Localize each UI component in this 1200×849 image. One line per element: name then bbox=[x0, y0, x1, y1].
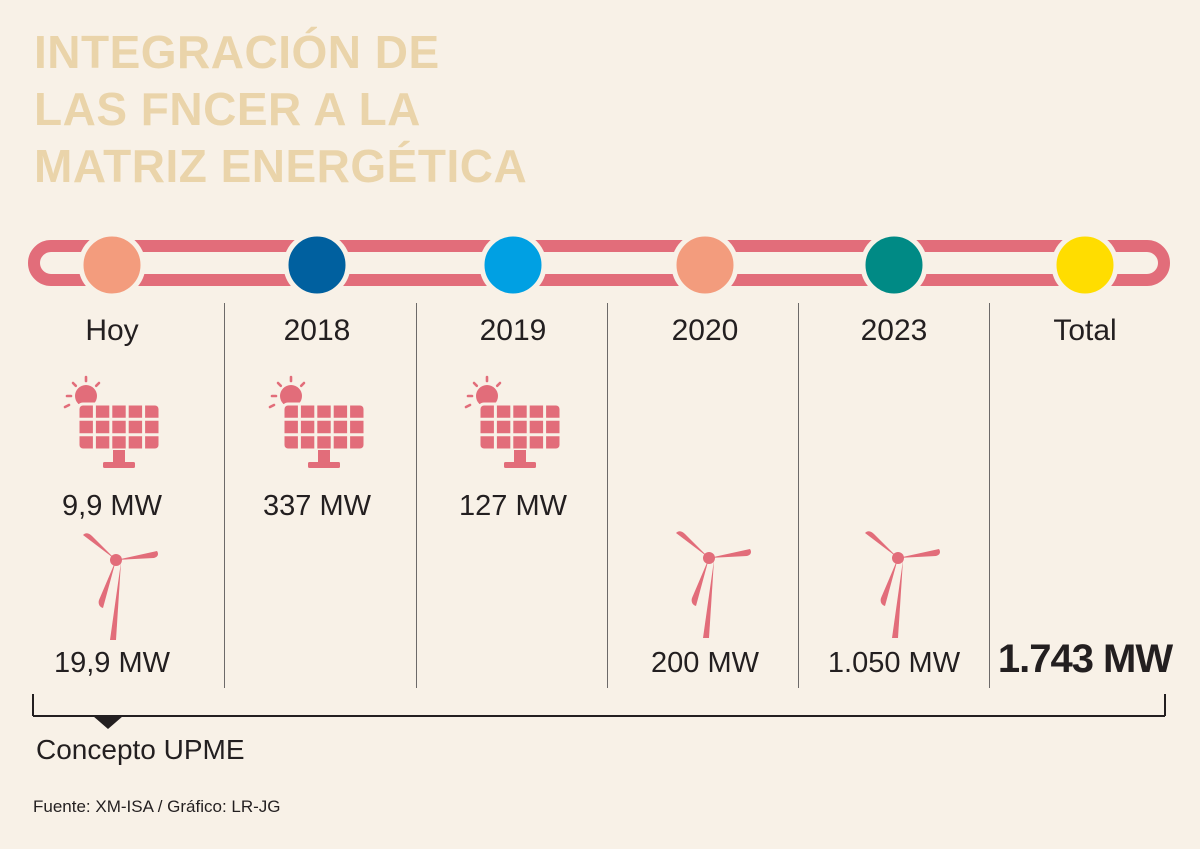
wind-turbine-icon bbox=[676, 531, 751, 638]
column-label-2023: 2023 bbox=[860, 314, 928, 347]
source-note: Fuente: XM-ISA / Gráfico: LR-JG bbox=[33, 797, 281, 816]
timeline-dot-2019 bbox=[479, 231, 547, 299]
timeline-track bbox=[28, 240, 1170, 286]
column-label-2020: 2020 bbox=[671, 314, 739, 347]
column-label-hoy: Hoy bbox=[85, 314, 139, 347]
solar-value-2018: 337 MW bbox=[263, 490, 371, 522]
wind-turbine-icon bbox=[83, 533, 158, 640]
column-label-2019: 2019 bbox=[479, 314, 547, 347]
wind-turbine-icon bbox=[865, 531, 940, 638]
timeline-dot-2020 bbox=[671, 231, 739, 299]
timeline-dot-total bbox=[1051, 231, 1119, 299]
concept-bracket bbox=[32, 694, 1166, 717]
total-value: 1.743 MW bbox=[997, 637, 1173, 681]
timeline-dot-hoy bbox=[78, 231, 146, 299]
column-divider bbox=[224, 303, 225, 688]
column-divider bbox=[798, 303, 799, 688]
solar-panel-icon bbox=[464, 375, 563, 470]
concept-pointer bbox=[93, 716, 123, 729]
column-label-2018: 2018 bbox=[283, 314, 351, 347]
solar-value-2019: 127 MW bbox=[459, 490, 567, 522]
wind-value-2023: 1.050 MW bbox=[827, 647, 961, 679]
timeline-dot-2018 bbox=[283, 231, 351, 299]
column-divider bbox=[607, 303, 608, 688]
solar-panel-icon bbox=[63, 375, 162, 470]
title-line-2: LAS FNCER A LA bbox=[34, 83, 421, 135]
column-divider bbox=[989, 303, 990, 688]
solar-panel-icon bbox=[268, 375, 367, 470]
timeline-dot-2023 bbox=[860, 231, 928, 299]
wind-value-2020: 200 MW bbox=[651, 647, 759, 679]
wind-value-hoy: 19,9 MW bbox=[53, 647, 171, 679]
column-divider bbox=[416, 303, 417, 688]
concept-upme-label: Concepto UPME bbox=[36, 734, 245, 765]
solar-value-hoy: 9,9 MW bbox=[62, 490, 162, 522]
title-line-3: MATRIZ ENERGÉTICA bbox=[34, 140, 528, 192]
chart-title: INTEGRACIÓN DE LAS FNCER A LA MATRIZ ENE… bbox=[34, 24, 527, 195]
column-label-total: Total bbox=[1053, 314, 1117, 347]
title-line-1: INTEGRACIÓN DE bbox=[34, 26, 440, 78]
